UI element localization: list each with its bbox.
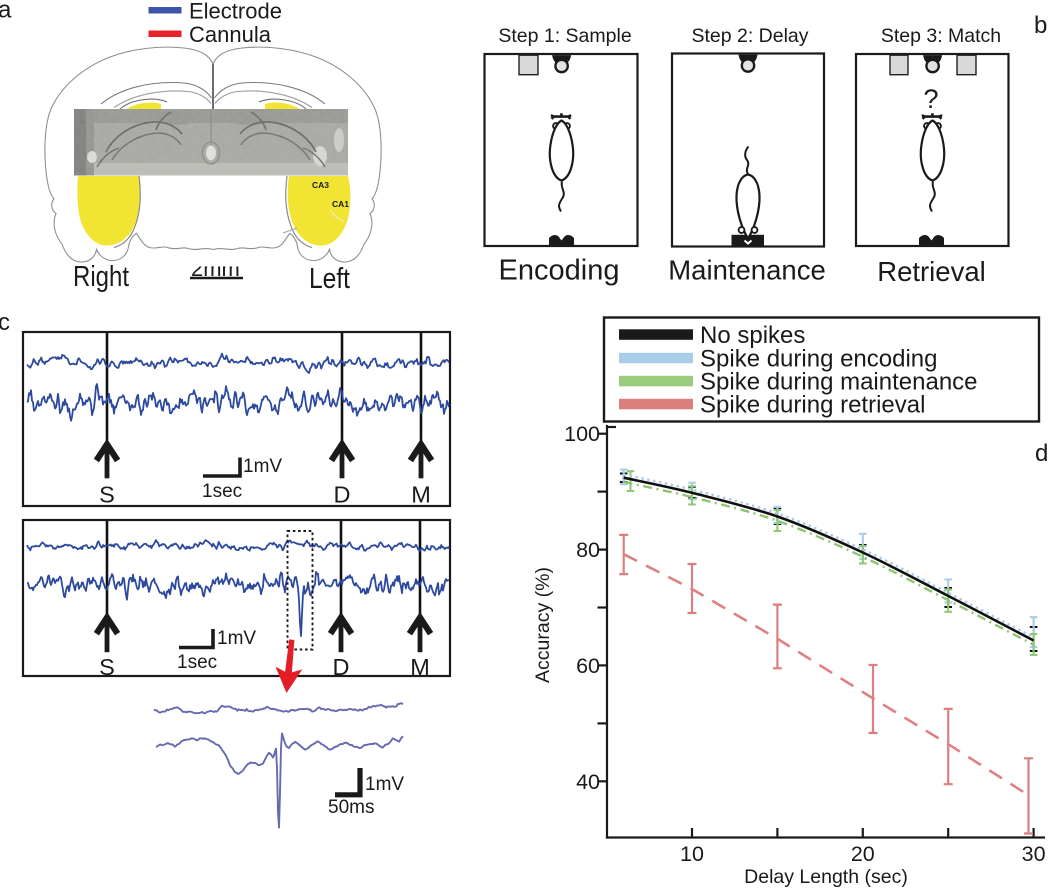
svg-text:No spikes: No spikes	[700, 322, 805, 349]
svg-text:Right: Right	[73, 261, 129, 293]
svg-text:D: D	[333, 654, 350, 680]
svg-text:Step 3: Match: Step 3: Match	[881, 25, 1001, 47]
svg-text:Maintenance: Maintenance	[668, 255, 825, 286]
svg-text:Spike during retrieval: Spike during retrieval	[700, 392, 925, 419]
svg-text:b: b	[1034, 12, 1047, 39]
svg-text:100: 100	[564, 422, 600, 446]
svg-text:Spike during encoding: Spike during encoding	[700, 346, 938, 373]
svg-text:1sec: 1sec	[177, 652, 217, 673]
svg-text:M: M	[410, 654, 430, 680]
svg-text:30: 30	[1022, 842, 1046, 866]
svg-text:Spike during maintenance: Spike during maintenance	[700, 369, 978, 396]
svg-text:20: 20	[851, 842, 875, 866]
svg-text:1mV: 1mV	[217, 628, 256, 649]
svg-text:M: M	[411, 482, 431, 508]
svg-text:Delay Length (sec): Delay Length (sec)	[744, 866, 908, 888]
svg-text:10: 10	[680, 842, 704, 866]
svg-text:S: S	[99, 482, 115, 508]
svg-text:d: d	[1035, 440, 1048, 467]
svg-text:Accuracy (%): Accuracy (%)	[532, 567, 554, 683]
svg-text:Cannula: Cannula	[189, 22, 272, 47]
svg-text:Encoding: Encoding	[499, 255, 620, 287]
svg-text:D: D	[334, 482, 351, 508]
svg-text:Left: Left	[309, 263, 350, 295]
svg-text:?: ?	[923, 84, 938, 114]
svg-text:Retrieval: Retrieval	[877, 256, 986, 287]
svg-text:a: a	[0, 0, 12, 24]
svg-text:CA1: CA1	[332, 199, 349, 209]
svg-text:Step 1: Sample: Step 1: Sample	[498, 25, 631, 47]
svg-text:1mV: 1mV	[243, 456, 282, 477]
svg-text:1sec: 1sec	[202, 481, 242, 502]
svg-text:40: 40	[576, 770, 600, 794]
svg-text:80: 80	[576, 538, 600, 562]
svg-text:50ms: 50ms	[328, 797, 374, 818]
svg-text:S: S	[99, 654, 115, 680]
svg-text:Electrode: Electrode	[189, 0, 282, 24]
svg-text:1mV: 1mV	[365, 774, 404, 795]
svg-text:Step 2: Delay: Step 2: Delay	[691, 25, 808, 47]
svg-text:60: 60	[576, 654, 600, 678]
svg-text:c: c	[0, 309, 10, 336]
svg-text:CA3: CA3	[312, 180, 329, 190]
